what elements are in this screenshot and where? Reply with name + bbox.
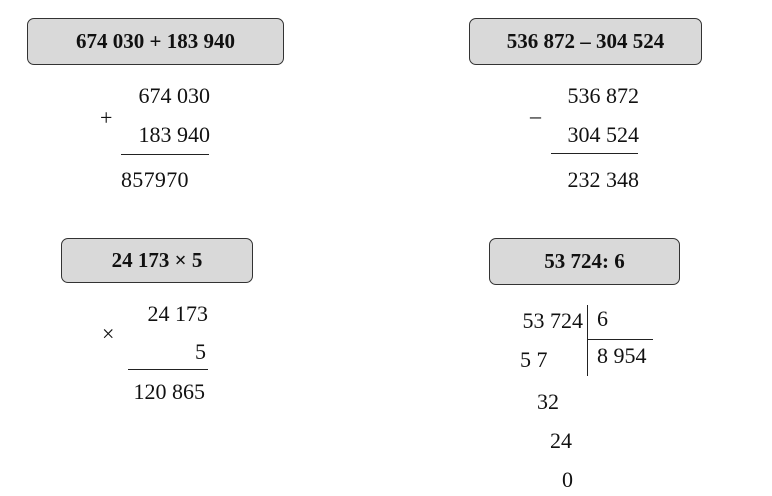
operand: 24 173 (147, 301, 209, 326)
operand: 674 030 (138, 83, 211, 108)
result: 857970 (121, 167, 189, 192)
division-bar (587, 305, 588, 376)
operand: 536 872 (567, 83, 640, 108)
operation-sign: + (100, 105, 113, 130)
dividend: 53 724 (522, 308, 584, 333)
operand: 183 940 (138, 122, 211, 147)
operand: 304 524 (567, 122, 640, 147)
operation-sign: × (102, 321, 115, 346)
product-line (128, 369, 208, 370)
problem-title: 536 872 – 304 524 (469, 18, 702, 65)
difference-line (551, 153, 638, 154)
operation-sign: – (530, 103, 541, 128)
problem-title: 24 173 × 5 (61, 238, 253, 283)
operand: 5 (195, 339, 206, 364)
result: 120 865 (133, 379, 206, 404)
result: 232 348 (567, 167, 640, 192)
divisor: 6 (597, 306, 608, 331)
division-line (587, 339, 653, 340)
division-step: 0 (562, 467, 573, 492)
division-step: 32 (537, 389, 559, 414)
division-step: 5 7 (520, 347, 548, 372)
problem-title: 53 724: 6 (489, 238, 680, 285)
division-step: 24 (550, 428, 572, 453)
sum-line (121, 154, 209, 155)
quotient: 8 954 (597, 343, 647, 368)
problem-title: 674 030 + 183 940 (27, 18, 284, 65)
